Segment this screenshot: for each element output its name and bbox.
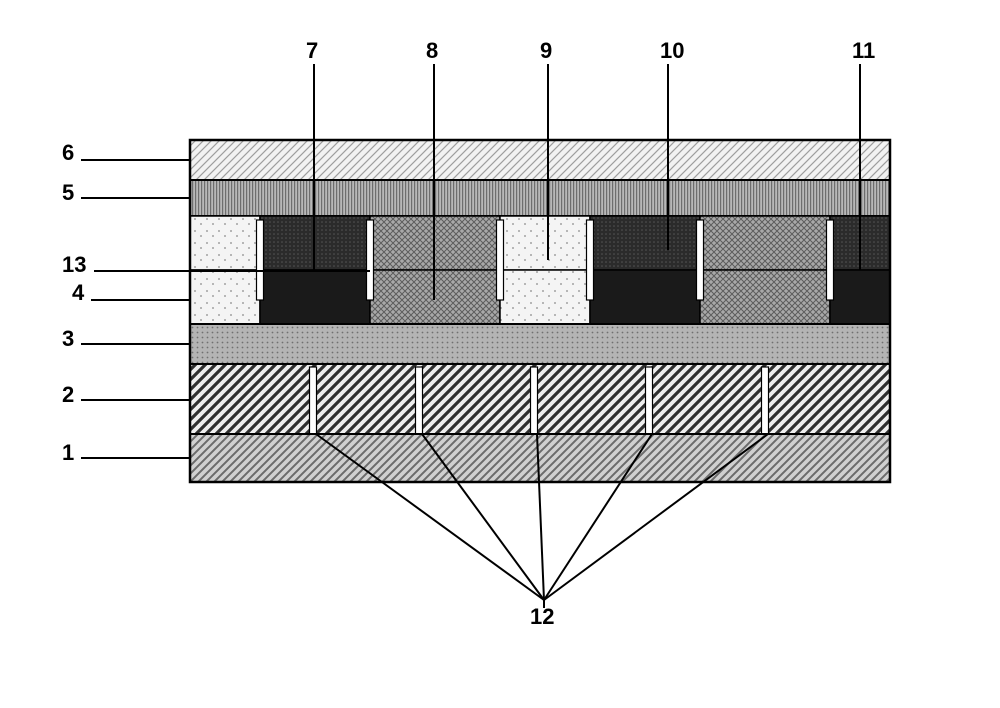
- seg-top: [190, 216, 260, 270]
- slit: [697, 220, 704, 300]
- seg-bot: [190, 270, 260, 324]
- layer-L6: [190, 140, 890, 180]
- slit: [416, 367, 423, 434]
- label-12: 12: [530, 604, 554, 629]
- seg-bot: [260, 270, 370, 324]
- label-9: 9: [540, 38, 552, 63]
- label-6: 6: [62, 140, 74, 165]
- slit: [646, 367, 653, 434]
- slit: [827, 220, 834, 300]
- label-2: 2: [62, 382, 74, 407]
- seg-bot: [700, 270, 830, 324]
- layer-stack: [190, 140, 890, 482]
- seg-bot: [590, 270, 700, 324]
- slit: [531, 367, 538, 434]
- layer-L2: [190, 364, 890, 434]
- slit: [310, 367, 317, 434]
- slit: [762, 367, 769, 434]
- seg-bot: [500, 270, 590, 324]
- layer-L3: [190, 324, 890, 364]
- seg-bot: [830, 270, 890, 324]
- slit: [497, 220, 504, 300]
- label-8: 8: [426, 38, 438, 63]
- label-13: 13: [62, 252, 86, 277]
- seg-top: [700, 216, 830, 270]
- diagram-container: 6 5 13 4 3 2 1 7 8 9 10 11 12: [0, 0, 1000, 703]
- label-10: 10: [660, 38, 684, 63]
- label-7: 7: [306, 38, 318, 63]
- label-4: 4: [72, 280, 85, 305]
- seg-top: [500, 216, 590, 270]
- label-1: 1: [62, 440, 74, 465]
- label-11: 11: [852, 38, 875, 63]
- layer-L5: [190, 180, 890, 216]
- seg-top: [590, 216, 700, 270]
- label-5: 5: [62, 180, 74, 205]
- layer-L1: [190, 434, 890, 482]
- diagram-svg: 6 5 13 4 3 2 1 7 8 9 10 11 12: [0, 0, 1000, 703]
- slit: [257, 220, 264, 300]
- slit: [367, 220, 374, 300]
- slit: [587, 220, 594, 300]
- label-3: 3: [62, 326, 74, 351]
